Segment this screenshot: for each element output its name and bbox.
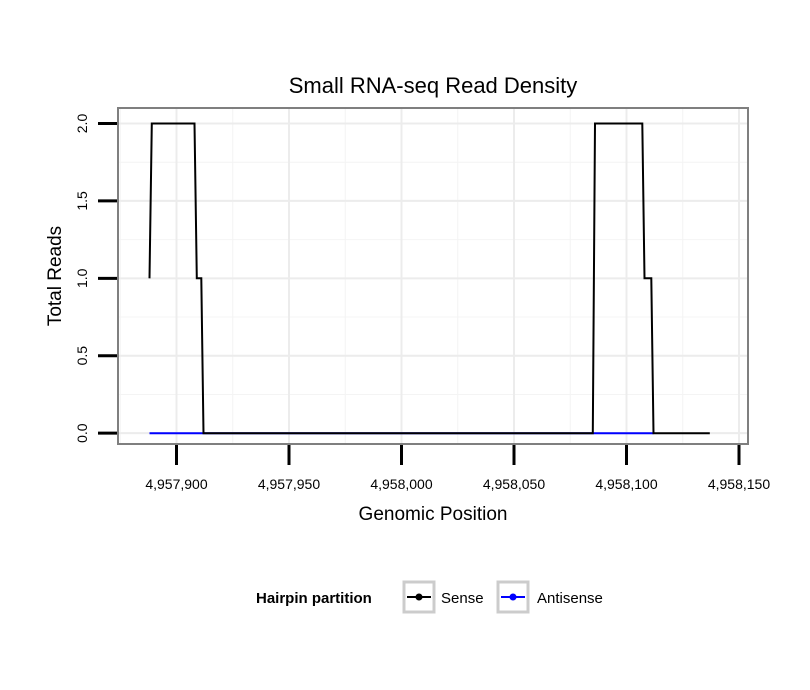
chart-title: Small RNA-seq Read Density — [289, 73, 578, 98]
axes: 0.0 0.5 1.0 1.5 2.0 4,957,900 4,957,950 4,958,0… — [74, 114, 770, 492]
y-tick-label: 1.5 — [74, 191, 90, 211]
y-axis-title: Total Reads — [45, 226, 66, 326]
y-tick-label: 1.0 — [74, 268, 90, 288]
x-tick-label: 4,958,050 — [483, 476, 545, 492]
x-tick-label: 4,958,100 — [595, 476, 657, 492]
y-tick-label: 0.0 — [74, 423, 90, 443]
legend-key-dot — [415, 593, 423, 601]
legend: Hairpin partition Sense Antisense — [256, 580, 603, 614]
x-tick-label: 4,958,000 — [370, 476, 432, 492]
x-tick-label: 4,957,950 — [258, 476, 320, 492]
plot-panel-border — [117, 107, 749, 445]
legend-label-sense: Sense — [441, 590, 484, 607]
x-tick-label: 4,958,150 — [708, 476, 770, 492]
legend-key-dot — [509, 593, 517, 601]
x-axis-title: Genomic Position — [359, 504, 508, 525]
series-line-sense — [148, 122, 710, 435]
legend-label-antisense: Antisense — [537, 590, 603, 607]
x-tick-label: 4,957,900 — [145, 476, 207, 492]
y-tick-label: 0.5 — [74, 346, 90, 366]
y-tick-label: 2.0 — [74, 114, 90, 134]
legend-title: Hairpin partition — [256, 590, 372, 607]
series-layer — [148, 122, 710, 435]
